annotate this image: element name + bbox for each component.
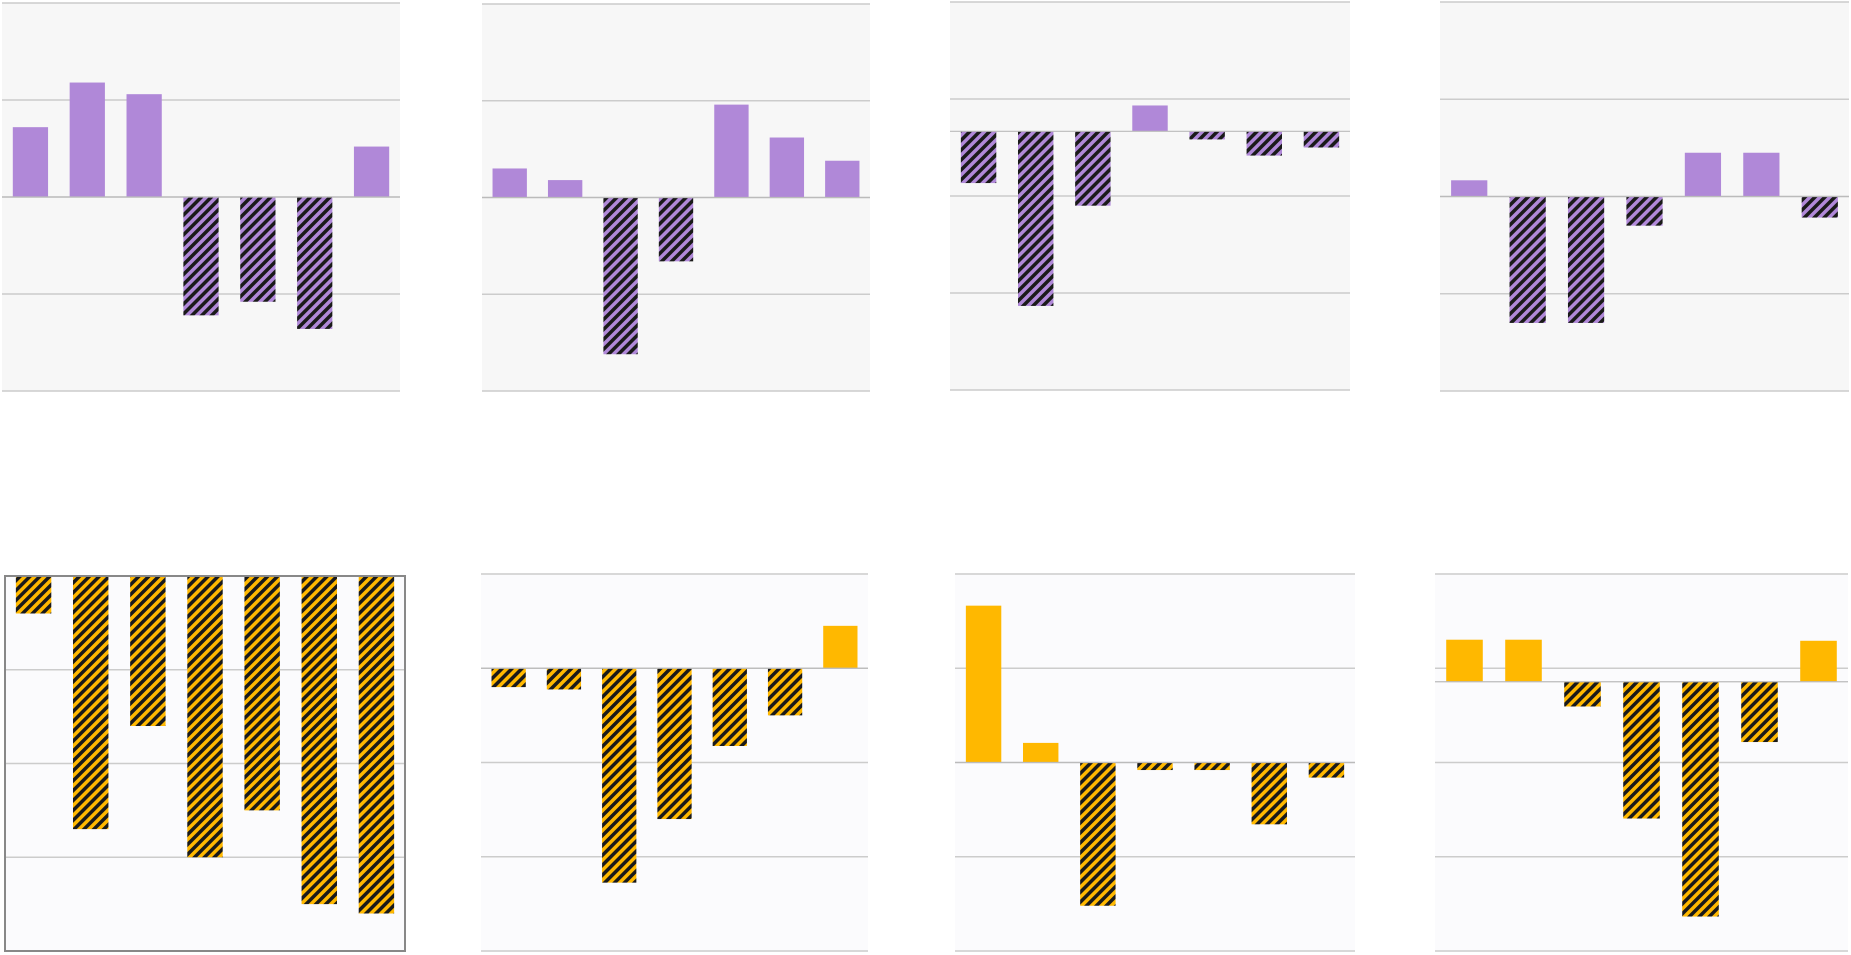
bar-2 [1509,196,1546,323]
bar-2 [1023,742,1059,763]
bar-4 [187,576,223,858]
bar-7 [823,625,858,669]
bar-1 [15,576,52,614]
bar-6 [1246,131,1282,156]
bar-6 [769,137,805,198]
bar-7 [1303,131,1340,148]
bar-4 [1132,105,1168,132]
bar-1 [492,168,527,198]
bar-2 [546,668,582,690]
bar-1 [1446,639,1483,682]
bar-3 [1075,131,1111,206]
bar-3 [1080,762,1116,906]
chart-panel-3 [950,1,1350,391]
bar-2 [547,180,583,198]
chart-panel-7 [955,573,1355,952]
bar-3 [1567,196,1605,323]
bar-5 [244,576,280,811]
bar-6 [1741,681,1778,743]
bar-6 [297,197,333,329]
bar-4 [1137,762,1173,771]
bar-4 [657,668,692,820]
bar-7 [825,160,860,198]
bar-6 [1251,762,1287,825]
bar-1 [491,668,526,688]
bar-7 [1308,762,1345,778]
bar-6 [301,576,337,905]
bar-4 [1623,681,1660,819]
bar-7 [358,576,395,914]
chart-panel-6 [481,573,868,952]
bar-2 [1018,131,1054,306]
chart-panel-5 [4,575,406,952]
chart-panel-4 [1440,1,1849,392]
bar-5 [712,668,747,747]
bar-4 [183,197,219,316]
chart-panel-1 [2,2,400,392]
bar-1 [1451,180,1488,197]
bar-5 [1189,131,1225,140]
bar-1 [12,127,49,197]
bar-5 [240,197,276,302]
bar-1 [965,605,1002,763]
bar-5 [1682,681,1719,917]
bar-3 [603,197,638,355]
bar-5 [714,104,749,198]
bar-5 [1194,762,1230,771]
bar-3 [126,94,162,197]
bar-6 [767,668,803,716]
bar-3 [130,576,166,726]
bar-1 [960,131,997,184]
bar-4 [658,197,694,262]
bar-7 [1800,640,1837,682]
bar-3 [1564,681,1601,707]
bar-2 [69,82,105,197]
bar-4 [1626,196,1663,226]
bar-7 [1801,196,1838,218]
panel-frame [4,575,406,952]
bar-2 [73,576,109,830]
bar-5 [1684,152,1722,197]
bar-7 [353,146,390,197]
bar-6 [1743,152,1780,197]
chart-panel-2 [482,3,870,392]
chart-panel-8 [1435,573,1848,952]
bar-2 [1505,639,1542,682]
bar-3 [602,668,637,883]
